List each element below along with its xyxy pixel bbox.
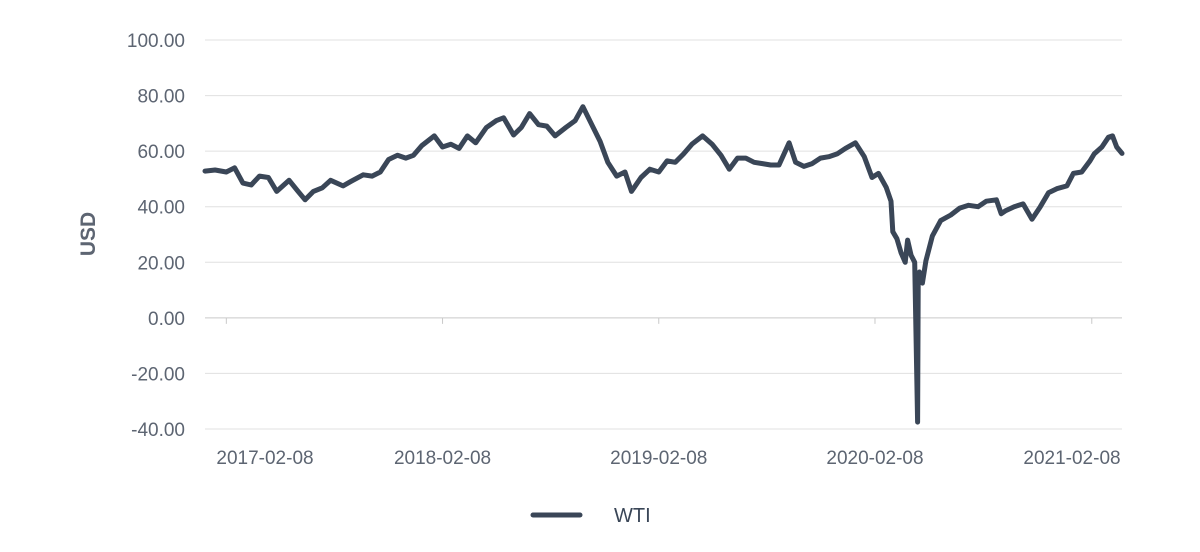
x-tick-label: 2019-02-08 xyxy=(610,448,707,469)
gridlines xyxy=(205,39,1122,430)
series-line-wti xyxy=(202,104,1125,425)
y-tick-label: 0.00 xyxy=(148,309,185,330)
x-tick-label: 2018-02-08 xyxy=(394,448,491,469)
x-tick-label: 2021-02-08 xyxy=(1023,448,1120,469)
y-tick-labels: 100.00 80.00 60.00 40.00 20.00 0.00 -20.00 -40.… xyxy=(127,31,185,441)
y-tick-label: -20.00 xyxy=(131,364,185,385)
y-tick-label: 40.00 xyxy=(137,198,185,219)
x-tick-labels: 2017-02-08 2018-02-08 2019-02-08 2020-02-08… xyxy=(216,448,1120,469)
x-tick-label: 2017-02-08 xyxy=(216,448,313,469)
y-tick-label: 100.00 xyxy=(127,31,185,52)
legend-label-wti: WTI xyxy=(614,505,651,527)
legend: WTI xyxy=(530,505,651,527)
y-axis-title: USD xyxy=(77,212,100,256)
y-tick-label: -40.00 xyxy=(131,420,185,441)
y-tick-label: 20.00 xyxy=(137,253,185,274)
x-tick-marks xyxy=(225,317,1093,324)
x-tick-label: 2020-02-08 xyxy=(826,448,923,469)
y-tick-label: 60.00 xyxy=(137,142,185,163)
y-tick-label: 80.00 xyxy=(137,87,185,108)
